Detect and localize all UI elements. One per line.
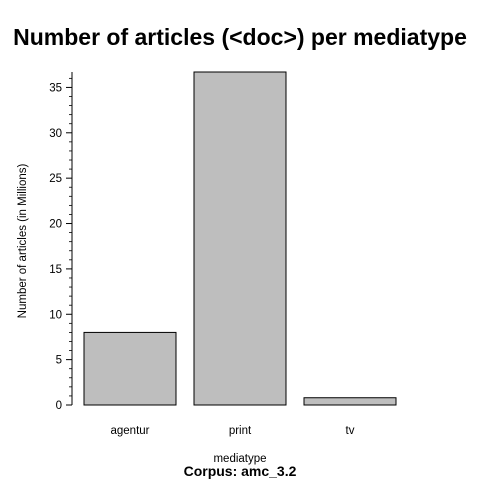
bar-tv [303,397,397,406]
y-axis: 0 5 10 15 20 25 30 35 [49,72,73,412]
x-axis-labels: agentur print tv [110,425,354,437]
corpus-caption: Corpus: amc_3.2 [184,463,297,479]
y-tick-label: 25 [49,173,62,185]
y-tick-label: 30 [49,128,62,140]
x-axis-label: mediatype [213,453,266,465]
y-tick-label: 20 [49,219,62,231]
y-tick-label: 10 [49,309,62,321]
bar-agentur [83,331,177,406]
y-tick-label: 15 [49,264,62,276]
bars [83,71,397,406]
y-tick-label: 0 [56,400,62,412]
x-tick-label-print: print [229,425,252,437]
x-tick-label-tv: tv [346,425,355,437]
y-axis-label: Number of articles (in Millions) [17,164,29,319]
y-tick-label: 35 [49,82,62,94]
y-tick-label: 5 [56,355,62,367]
bar-print [193,71,287,406]
x-tick-label-agentur: agentur [110,425,149,437]
chart-title: Number of articles (<doc>) per mediatype [13,24,467,50]
